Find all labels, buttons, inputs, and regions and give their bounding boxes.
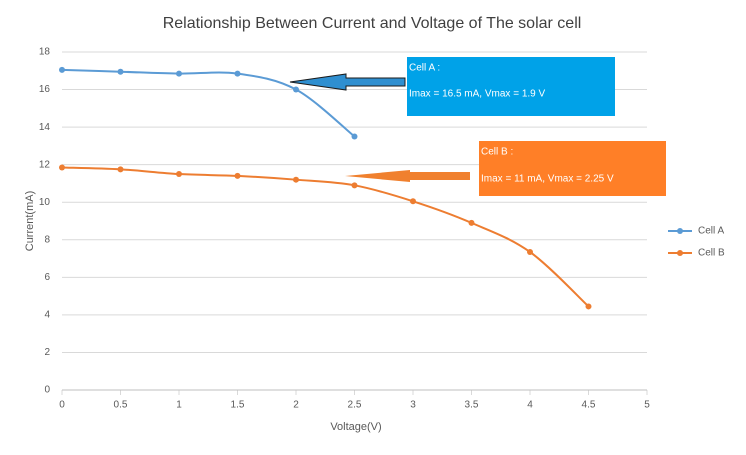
x-tick-label: 0 xyxy=(59,400,65,411)
x-tick-label: 5 xyxy=(644,400,650,411)
x-tick-label: 4.5 xyxy=(582,400,596,411)
annotation-text: Imax = 16.5 mA, Vmax = 1.9 V xyxy=(409,89,546,100)
y-tick-label: 6 xyxy=(44,272,50,283)
x-tick-label: 2.5 xyxy=(348,400,362,411)
arrow-b xyxy=(345,170,470,182)
marker xyxy=(234,70,241,77)
y-axis-label: Current(mA) xyxy=(24,191,36,252)
legend-marker xyxy=(677,250,683,256)
plot xyxy=(59,66,592,310)
y-tick-label: 18 xyxy=(39,47,51,58)
arrow-a xyxy=(289,73,406,91)
y-tick-label: 0 xyxy=(44,385,50,396)
marker xyxy=(293,86,299,93)
annotation-title: Cell A : xyxy=(409,63,440,74)
marker xyxy=(176,70,182,77)
marker xyxy=(351,182,358,189)
x-tick-label: 2 xyxy=(293,400,299,411)
marker xyxy=(117,166,124,173)
marker xyxy=(351,133,358,140)
legend-label: Cell B xyxy=(698,248,725,259)
marker xyxy=(585,303,592,310)
y-tick-label: 16 xyxy=(39,84,51,95)
series-line xyxy=(61,68,356,138)
y-tick-label: 10 xyxy=(39,197,51,208)
series-line xyxy=(61,166,590,308)
x-tick-label: 0.5 xyxy=(114,400,128,411)
x-tick-label: 4 xyxy=(527,400,533,411)
y-tick-label: 2 xyxy=(44,347,50,358)
marker xyxy=(410,198,416,205)
marker xyxy=(527,248,533,255)
annotation-box xyxy=(407,57,615,116)
marker xyxy=(293,176,299,183)
marker xyxy=(468,219,475,226)
chart-title: Relationship Between Current and Voltage… xyxy=(163,15,582,32)
x-tick-label: 1 xyxy=(176,400,182,411)
legend-marker xyxy=(677,228,683,234)
marker xyxy=(117,68,124,75)
y-tick-label: 8 xyxy=(44,234,50,245)
annotations: Cell A : Imax = 16.5 mA, Vmax = 1.9 V Cell… xyxy=(407,57,666,196)
legend: Cell A Cell B xyxy=(668,226,725,259)
marker xyxy=(176,171,182,178)
x-tick-label: 3.5 xyxy=(465,400,479,411)
marker xyxy=(59,164,65,171)
y-tick-label: 4 xyxy=(44,310,50,321)
annotation-title: Cell B : xyxy=(481,147,513,158)
marker xyxy=(234,172,241,179)
grid: 0 2 4 6 8 10 12 14 16 18 0 0.5 1 1.5 2 2.5 3 3.5 4 4.5 5 xyxy=(39,47,650,411)
annotation-box xyxy=(479,141,666,196)
y-tick-label: 14 xyxy=(39,122,51,133)
x-tick-label: 1.5 xyxy=(231,400,245,411)
legend-label: Cell A xyxy=(698,226,724,237)
x-axis-label: Voltage(V) xyxy=(330,421,381,433)
marker xyxy=(59,66,65,73)
annotation-text: Imax = 11 mA, Vmax = 2.25 V xyxy=(481,174,614,185)
x-tick-label: 3 xyxy=(410,400,416,411)
y-tick-label: 12 xyxy=(39,159,51,170)
